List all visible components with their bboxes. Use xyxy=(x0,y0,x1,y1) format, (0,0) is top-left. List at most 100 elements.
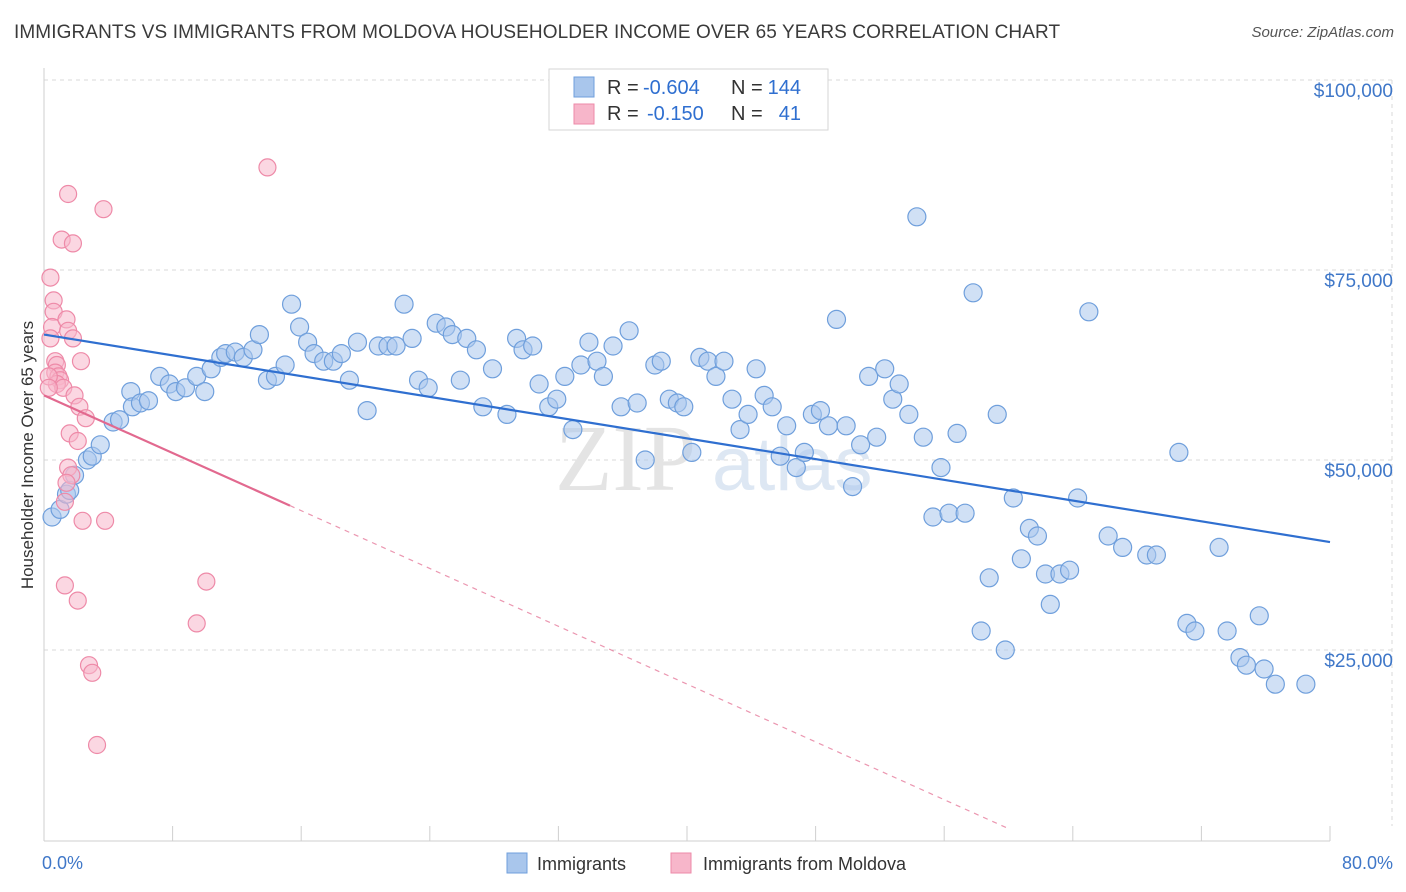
y-tick-label-3: $100,000 xyxy=(1314,81,1393,102)
point-immigrants-112 xyxy=(955,503,975,523)
bottom-legend-moldova: Immigrants from Moldova xyxy=(703,854,907,874)
point-immigrants-46 xyxy=(418,378,438,398)
point-immigrants-113 xyxy=(963,283,983,303)
point-immigrants-26 xyxy=(249,325,270,345)
trend-line-moldova-extension xyxy=(289,505,1009,830)
point-immigrants-69 xyxy=(611,397,631,417)
point-immigrants-62 xyxy=(555,366,575,386)
point-moldova-21 xyxy=(258,158,277,177)
bottom-legend: Immigrants Immigrants from Moldova xyxy=(506,852,907,874)
point-immigrants-7 xyxy=(90,435,110,455)
point-immigrants-88 xyxy=(762,397,782,417)
point-immigrants-81 xyxy=(706,366,726,386)
point-immigrants-50 xyxy=(450,370,470,390)
point-immigrants-19 xyxy=(195,382,215,402)
point-immigrants-97 xyxy=(836,416,856,436)
point-immigrants-142 xyxy=(1296,674,1316,694)
legend-n-value-pink: 41 xyxy=(779,103,801,125)
point-immigrants-63 xyxy=(563,420,583,440)
point-moldova-38 xyxy=(87,735,107,755)
y-axis-label: Householder Income Over 65 years xyxy=(18,321,37,589)
legend-r-value-pink: -0.150 xyxy=(647,103,704,125)
point-moldova-32 xyxy=(55,576,74,595)
point-immigrants-108 xyxy=(923,507,943,527)
point-immigrants-138 xyxy=(1236,655,1257,675)
point-immigrants-111 xyxy=(947,423,967,443)
trend-lines xyxy=(43,333,1331,830)
legend-n-value-blue: 144 xyxy=(768,77,801,99)
bottom-legend-swatch-blue xyxy=(506,852,528,874)
point-immigrants-61 xyxy=(547,389,567,409)
point-immigrants-128 xyxy=(1098,526,1118,546)
point-moldova-34 xyxy=(197,572,216,591)
point-immigrants-127 xyxy=(1079,302,1099,322)
point-immigrants-95 xyxy=(818,416,839,436)
point-immigrants-70 xyxy=(619,321,639,341)
point-moldova-40 xyxy=(39,378,58,397)
point-immigrants-96 xyxy=(826,309,847,329)
legend-box: R = -0.604 N = 144 R = -0.150 N = 41 xyxy=(548,68,829,131)
point-immigrants-132 xyxy=(1169,442,1189,462)
bottom-legend-swatch-pink xyxy=(670,852,692,874)
point-immigrants-86 xyxy=(746,359,766,379)
point-immigrants-85 xyxy=(738,404,758,424)
point-immigrants-126 xyxy=(1068,488,1088,508)
point-immigrants-105 xyxy=(899,404,919,424)
x-tick-label-max: 80.0% xyxy=(1342,853,1393,873)
point-immigrants-123 xyxy=(1040,594,1060,615)
tick-labels: $25,000 $50,000 $75,000 $100,000 0.0% 80.0% xyxy=(42,81,1393,873)
point-immigrants-139 xyxy=(1249,606,1269,626)
point-immigrants-125 xyxy=(1059,560,1080,580)
point-immigrants-83 xyxy=(722,389,742,409)
point-immigrants-116 xyxy=(987,404,1007,424)
legend-n-label-pink: N = xyxy=(731,103,763,125)
point-immigrants-30 xyxy=(281,294,302,314)
source-credit: Source: ZipAtlas.com xyxy=(1251,24,1394,41)
point-immigrants-106 xyxy=(907,207,927,227)
point-immigrants-74 xyxy=(651,351,671,371)
point-immigrants-13 xyxy=(138,391,159,411)
point-immigrants-119 xyxy=(1011,549,1031,569)
point-moldova-37 xyxy=(83,663,102,682)
trend-line-moldova xyxy=(43,394,291,507)
point-immigrants-117 xyxy=(995,640,1015,660)
point-immigrants-110 xyxy=(939,503,959,523)
point-immigrants-129 xyxy=(1113,537,1133,558)
point-immigrants-77 xyxy=(674,397,694,417)
point-immigrants-101 xyxy=(867,427,887,447)
point-moldova-0 xyxy=(41,268,60,287)
point-immigrants-136 xyxy=(1217,621,1237,641)
point-immigrants-134 xyxy=(1185,621,1205,641)
point-immigrants-91 xyxy=(786,458,806,478)
point-immigrants-44 xyxy=(402,328,422,348)
y-tick-label-0: $25,000 xyxy=(1324,651,1393,672)
legend-r-label-pink: R = xyxy=(607,103,639,125)
point-immigrants-107 xyxy=(913,427,933,447)
point-immigrants-68 xyxy=(603,336,623,356)
point-immigrants-114 xyxy=(971,621,991,641)
x-tick-label-min: 0.0% xyxy=(42,853,83,873)
point-immigrants-121 xyxy=(1027,526,1048,546)
y-tick-label-2: $75,000 xyxy=(1324,271,1393,292)
trend-line-immigrants xyxy=(43,333,1331,544)
point-immigrants-90 xyxy=(777,416,797,436)
point-moldova-4 xyxy=(41,329,60,348)
point-immigrants-72 xyxy=(635,450,655,470)
point-immigrants-82 xyxy=(714,351,734,371)
point-immigrants-118 xyxy=(1003,488,1023,508)
point-immigrants-94 xyxy=(810,401,831,421)
point-immigrants-67 xyxy=(593,366,614,386)
legend-swatch-pink xyxy=(573,103,595,125)
point-moldova-30 xyxy=(73,511,92,530)
point-moldova-25 xyxy=(68,431,87,451)
legend-r-value-blue: -0.604 xyxy=(643,77,700,99)
point-moldova-15 xyxy=(71,352,91,371)
point-moldova-35 xyxy=(187,614,206,633)
point-immigrants-89 xyxy=(770,446,790,466)
bottom-legend-immigrants: Immigrants xyxy=(537,854,626,874)
point-immigrants-36 xyxy=(331,344,351,364)
point-immigrants-115 xyxy=(979,568,999,588)
point-immigrants-78 xyxy=(682,442,702,462)
point-immigrants-54 xyxy=(482,359,503,379)
